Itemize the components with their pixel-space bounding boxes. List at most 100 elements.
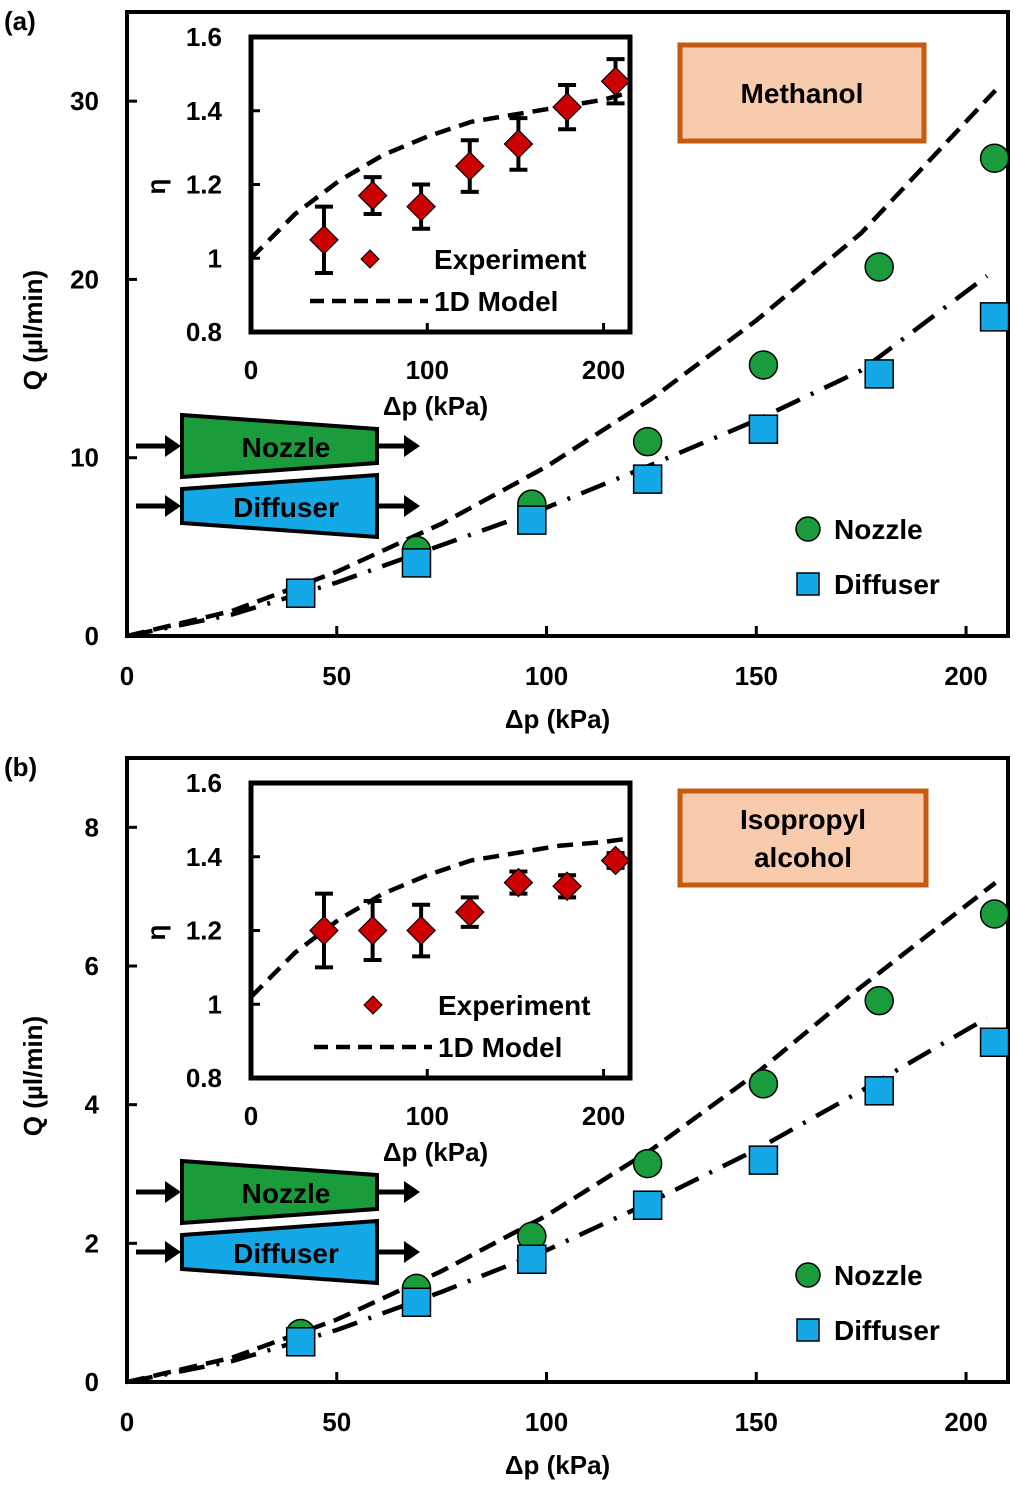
- diffuser-data-point: [979, 1027, 1010, 1058]
- legend-nozzle-marker: [795, 516, 821, 542]
- inset-y-tick-label: 0.8: [186, 1063, 222, 1093]
- diffuser-shape: [180, 1218, 379, 1286]
- x-axis-label: Δp (kPa): [505, 1450, 610, 1480]
- channel-schematic: Nozzle Diffuser: [136, 412, 420, 540]
- inset-plot: 0 100 200 0.8 1 1.2 1.4 1.6 Δp (kPa) η Experiment 1…: [141, 22, 633, 421]
- inset-y-axis-label: η: [141, 179, 171, 195]
- nozzle-data-point: [748, 350, 779, 380]
- y-tick-label: 4: [85, 1090, 100, 1120]
- fluid-label-text: Isopropyl: [740, 804, 866, 835]
- inset-x-axis-label: Δp (kPa): [383, 1137, 488, 1167]
- inset-experiment-point: [454, 897, 485, 927]
- inset-x-tick-label: 0: [244, 355, 258, 385]
- diffuser-data-point: [748, 1145, 779, 1175]
- inset-experiment-point: [357, 915, 388, 946]
- fluid-label-text: alcohol: [754, 842, 852, 873]
- y-tick-label: 0: [85, 621, 99, 651]
- diffuser-data-point: [401, 548, 432, 578]
- diffuser-data-point: [401, 1287, 432, 1318]
- diffuser-data-point: [517, 505, 547, 535]
- diffuser-inlet-arrow-head: [165, 495, 181, 517]
- x-tick-label: 0: [120, 661, 134, 691]
- inset-legend-model-label: 1D Model: [438, 1032, 562, 1063]
- y-tick-label: 0: [85, 1367, 99, 1397]
- inset-y-tick-label: 1.2: [186, 170, 222, 200]
- inset-y-tick-label: 1.6: [186, 22, 222, 52]
- diffuser-data-point: [285, 1327, 316, 1357]
- nozzle-inlet-arrow-head: [165, 435, 181, 457]
- x-tick-label: 100: [525, 661, 568, 691]
- inset-y-tick-label: 1.4: [186, 842, 223, 872]
- y-tick-label: 10: [70, 443, 99, 473]
- panel-label: (a): [4, 6, 36, 36]
- inset-experiment-point: [552, 871, 582, 902]
- diffuser-data-point: [517, 1244, 547, 1275]
- diffuser-inlet-arrow-head: [165, 1241, 181, 1263]
- inset-legend-experiment-label: Experiment: [438, 990, 591, 1021]
- nozzle-inlet-arrow-head: [165, 1181, 181, 1203]
- inset-legend-experiment-marker: [360, 249, 380, 269]
- nozzle-data-point: [979, 143, 1010, 173]
- x-tick-label: 100: [525, 1407, 568, 1437]
- nozzle-data-point: [979, 899, 1010, 929]
- inset-x-axis-label: Δp (kPa): [383, 391, 488, 421]
- legend-nozzle-label: Nozzle: [834, 1260, 923, 1291]
- legend-diffuser-label: Diffuser: [834, 569, 940, 600]
- x-tick-label: 150: [735, 661, 778, 691]
- inset-x-tick-label: 200: [582, 355, 625, 385]
- diffuser-data-point: [632, 464, 663, 494]
- diffuser-data-point: [979, 302, 1010, 332]
- panel-label: (b): [4, 752, 37, 782]
- inset-experiment-point: [600, 66, 631, 97]
- nozzle-shape: [180, 412, 379, 480]
- nozzle-shape: [180, 1158, 379, 1226]
- x-axis-label: Δp (kPa): [505, 704, 610, 734]
- legend-nozzle-marker: [795, 1262, 821, 1288]
- nozzle-data-point: [632, 426, 663, 457]
- legend-diffuser-label: Diffuser: [834, 1315, 940, 1346]
- inset-x-tick-label: 200: [582, 1101, 625, 1131]
- x-tick-label: 150: [735, 1407, 778, 1437]
- diffuser-shape-label: Diffuser: [233, 492, 339, 523]
- nozzle-outlet-arrow-head: [404, 435, 420, 457]
- inset-experiment-point: [357, 180, 388, 211]
- inset-legend-experiment-marker: [363, 995, 383, 1015]
- panel-b: (b) 0 50 100 150 200 0 2 4 6 8 Δp (kPa) Q (µl/min) No…: [4, 752, 1010, 1480]
- nozzle-shape-label: Nozzle: [242, 432, 331, 463]
- diffuser-data-point: [864, 359, 894, 389]
- diffuser-data-point: [748, 414, 779, 444]
- inset-y-tick-label: 1.4: [186, 96, 223, 126]
- channel-schematic: Nozzle Diffuser: [136, 1158, 420, 1286]
- fluid-label-box: [677, 42, 927, 144]
- inset-legend-model-label: 1D Model: [434, 286, 558, 317]
- inset-y-tick-label: 1: [208, 989, 222, 1019]
- y-tick-label: 2: [85, 1228, 99, 1258]
- inset-y-tick-label: 1.2: [186, 916, 222, 946]
- nozzle-data-point: [748, 1069, 779, 1099]
- inset-experiment-point: [503, 867, 534, 898]
- main-plot-frame: [125, 756, 1010, 1384]
- inset-model-curve: [249, 90, 631, 260]
- x-tick-label: 200: [944, 661, 987, 691]
- fluid-label-text: Methanol: [741, 78, 864, 109]
- nozzle-data-point: [864, 985, 894, 1016]
- legend-diffuser-marker: [796, 1318, 820, 1342]
- diffuser-data-point: [632, 1190, 663, 1220]
- y-tick-label: 8: [85, 812, 99, 842]
- model-curve-nozzle: [126, 88, 998, 639]
- inset-experiment-point: [309, 224, 339, 255]
- nozzle-data-point: [864, 252, 894, 282]
- diffuser-shape: [180, 472, 379, 540]
- x-tick-label: 200: [944, 1407, 987, 1437]
- y-tick-label: 6: [85, 951, 99, 981]
- diffuser-outlet-arrow-head: [404, 1241, 420, 1263]
- inset-y-tick-label: 1.6: [186, 768, 222, 798]
- inset-y-tick-label: 1: [208, 243, 222, 273]
- inset-experiment-point: [552, 92, 582, 122]
- y-tick-label: 30: [70, 86, 99, 116]
- inset-experiment-point: [454, 151, 485, 181]
- inset-plot: 0 100 200 0.8 1 1.2 1.4 1.6 Δp (kPa) η Experiment 1…: [141, 768, 633, 1167]
- inset-legend-experiment-label: Experiment: [434, 244, 587, 275]
- x-tick-label: 0: [120, 1407, 134, 1437]
